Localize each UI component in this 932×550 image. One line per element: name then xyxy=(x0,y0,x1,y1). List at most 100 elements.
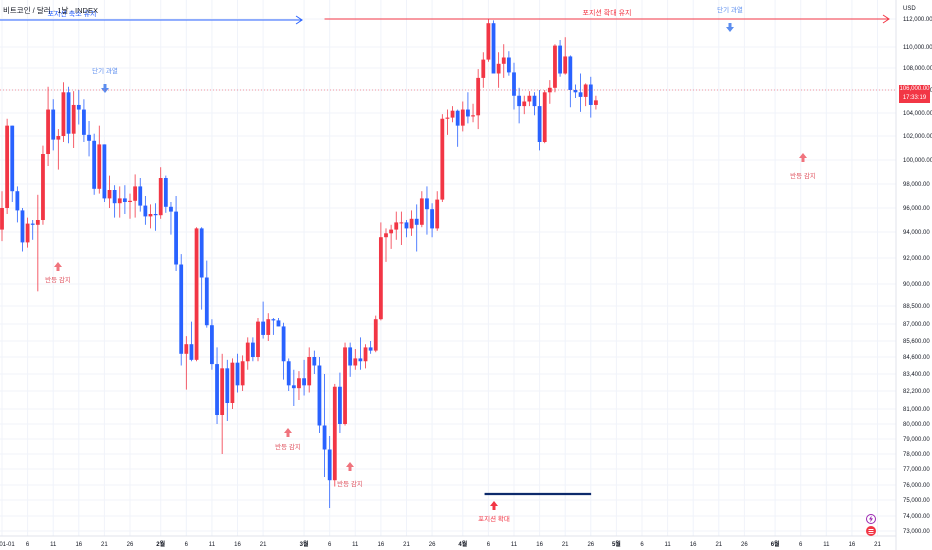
candle-body xyxy=(430,209,434,229)
time-axis[interactable]: 01-01 6 11 16 21 26 2월 6 11 16 21 3월 6 11 16 21 26 4월 6 11 1… xyxy=(0,540,882,548)
rebound-arrow-icon xyxy=(54,262,62,271)
candle-body xyxy=(261,321,266,335)
candle-body xyxy=(563,56,568,74)
overheat-arrow-icon xyxy=(726,23,734,32)
time-tick-label: 16 xyxy=(75,542,82,548)
price-tick-label: 88,500.00 xyxy=(903,304,930,310)
candle-body xyxy=(297,378,301,389)
candle-body xyxy=(358,358,363,362)
candle-body xyxy=(506,57,511,73)
candle-body xyxy=(46,109,50,154)
candle-body xyxy=(122,198,127,202)
price-tick-label: 77,000.00 xyxy=(903,467,930,473)
candle-body xyxy=(230,362,235,403)
candle-body xyxy=(76,104,81,110)
candle-body xyxy=(522,101,527,107)
price-tick-label: 94,000.00 xyxy=(903,230,930,236)
time-tick-label: 16 xyxy=(378,542,385,548)
flag-icon[interactable] xyxy=(866,526,876,536)
time-tick-label: 16 xyxy=(234,542,241,548)
price-tick-label: 87,000.00 xyxy=(903,322,930,328)
lightning-icon[interactable] xyxy=(866,514,876,524)
candle-body xyxy=(527,95,532,102)
rebound-label: 포지션 확대 xyxy=(478,514,510,523)
candle-body xyxy=(327,449,332,481)
expand-trend-label: 포지션 확대 유지 xyxy=(583,8,632,17)
candle-body xyxy=(573,90,578,93)
candle-body xyxy=(460,109,465,126)
rebound-label: 반등 감지 xyxy=(790,171,816,180)
price-tick-label: 98,000.00 xyxy=(903,182,930,188)
time-tick-label: 6 xyxy=(640,542,644,548)
candle-body xyxy=(517,95,522,107)
candle-body xyxy=(66,92,71,134)
candle-body xyxy=(476,77,481,116)
candle-body xyxy=(353,358,358,366)
candles xyxy=(0,19,598,508)
time-tick-label: 6 xyxy=(799,542,803,548)
time-tick-label: 11 xyxy=(352,542,359,548)
candle-body xyxy=(25,223,30,243)
expand-trend-arrowhead xyxy=(882,14,890,24)
time-tick-label: 11 xyxy=(50,542,57,548)
candle-body xyxy=(542,92,547,142)
candle-body xyxy=(312,357,317,366)
candle-body xyxy=(153,214,158,216)
time-tick-label: 11 xyxy=(511,542,518,548)
candle-body xyxy=(138,186,143,206)
candle-body xyxy=(348,347,353,366)
candle-body xyxy=(322,425,327,450)
price-tick-label: 96,000.00 xyxy=(903,206,930,212)
candle-body xyxy=(266,319,271,335)
candle-body xyxy=(245,342,250,362)
time-tick-label: 6 xyxy=(487,542,491,548)
candle-body xyxy=(163,178,168,207)
candle-body xyxy=(281,326,286,362)
candle-body xyxy=(240,361,245,386)
price-tick-label: 74,000.00 xyxy=(903,514,930,520)
candle-body xyxy=(112,190,117,204)
candle-body xyxy=(491,23,496,74)
chart-grid xyxy=(0,0,896,536)
candle-body xyxy=(225,368,230,403)
price-tick-label: 102,000.00 xyxy=(903,134,932,140)
time-tick-label: 16 xyxy=(536,542,543,548)
candle-body xyxy=(307,357,312,386)
price-tick-label: 83,400.00 xyxy=(903,372,930,378)
reduce-trend-label: 포지션 축소 유지 xyxy=(48,9,97,18)
candle-body xyxy=(496,63,501,74)
candle-body xyxy=(204,277,209,326)
candle-body xyxy=(409,218,414,229)
time-tick-label: 5월 xyxy=(612,540,621,548)
price-tick-label: 100,000.00 xyxy=(903,158,932,164)
candle-body xyxy=(276,320,281,327)
price-tick-label: 112,000.00 xyxy=(903,17,932,23)
candle-body xyxy=(389,229,394,234)
rebound-arrow-icon xyxy=(284,428,292,437)
candle-body xyxy=(10,125,15,192)
price-tick-label: 79,000.00 xyxy=(903,437,930,443)
candle-body xyxy=(286,361,291,386)
candle-body xyxy=(189,344,194,360)
candle-body xyxy=(271,319,276,321)
rebound-arrow-icon xyxy=(346,462,354,471)
candle-body xyxy=(588,84,593,105)
candle-body xyxy=(56,136,61,140)
overheat-arrow-icon xyxy=(101,84,109,93)
candle-body xyxy=(440,118,445,200)
time-tick-label: 26 xyxy=(587,542,594,548)
candle-body xyxy=(332,386,337,481)
price-tick-label: 80,000.00 xyxy=(903,422,930,428)
candle-body xyxy=(87,134,91,141)
price-tick-label: 110,000.00 xyxy=(903,45,932,51)
candle-body xyxy=(553,45,557,88)
candle-body xyxy=(30,223,35,225)
currency-label: USD xyxy=(903,6,916,12)
candle-body xyxy=(128,200,132,202)
candle-body xyxy=(399,222,404,224)
candle-body xyxy=(450,110,455,118)
price-axis[interactable]: 112,000.00110,000.00108,000.00106,000.00… xyxy=(903,17,932,535)
candle-body xyxy=(537,106,542,142)
